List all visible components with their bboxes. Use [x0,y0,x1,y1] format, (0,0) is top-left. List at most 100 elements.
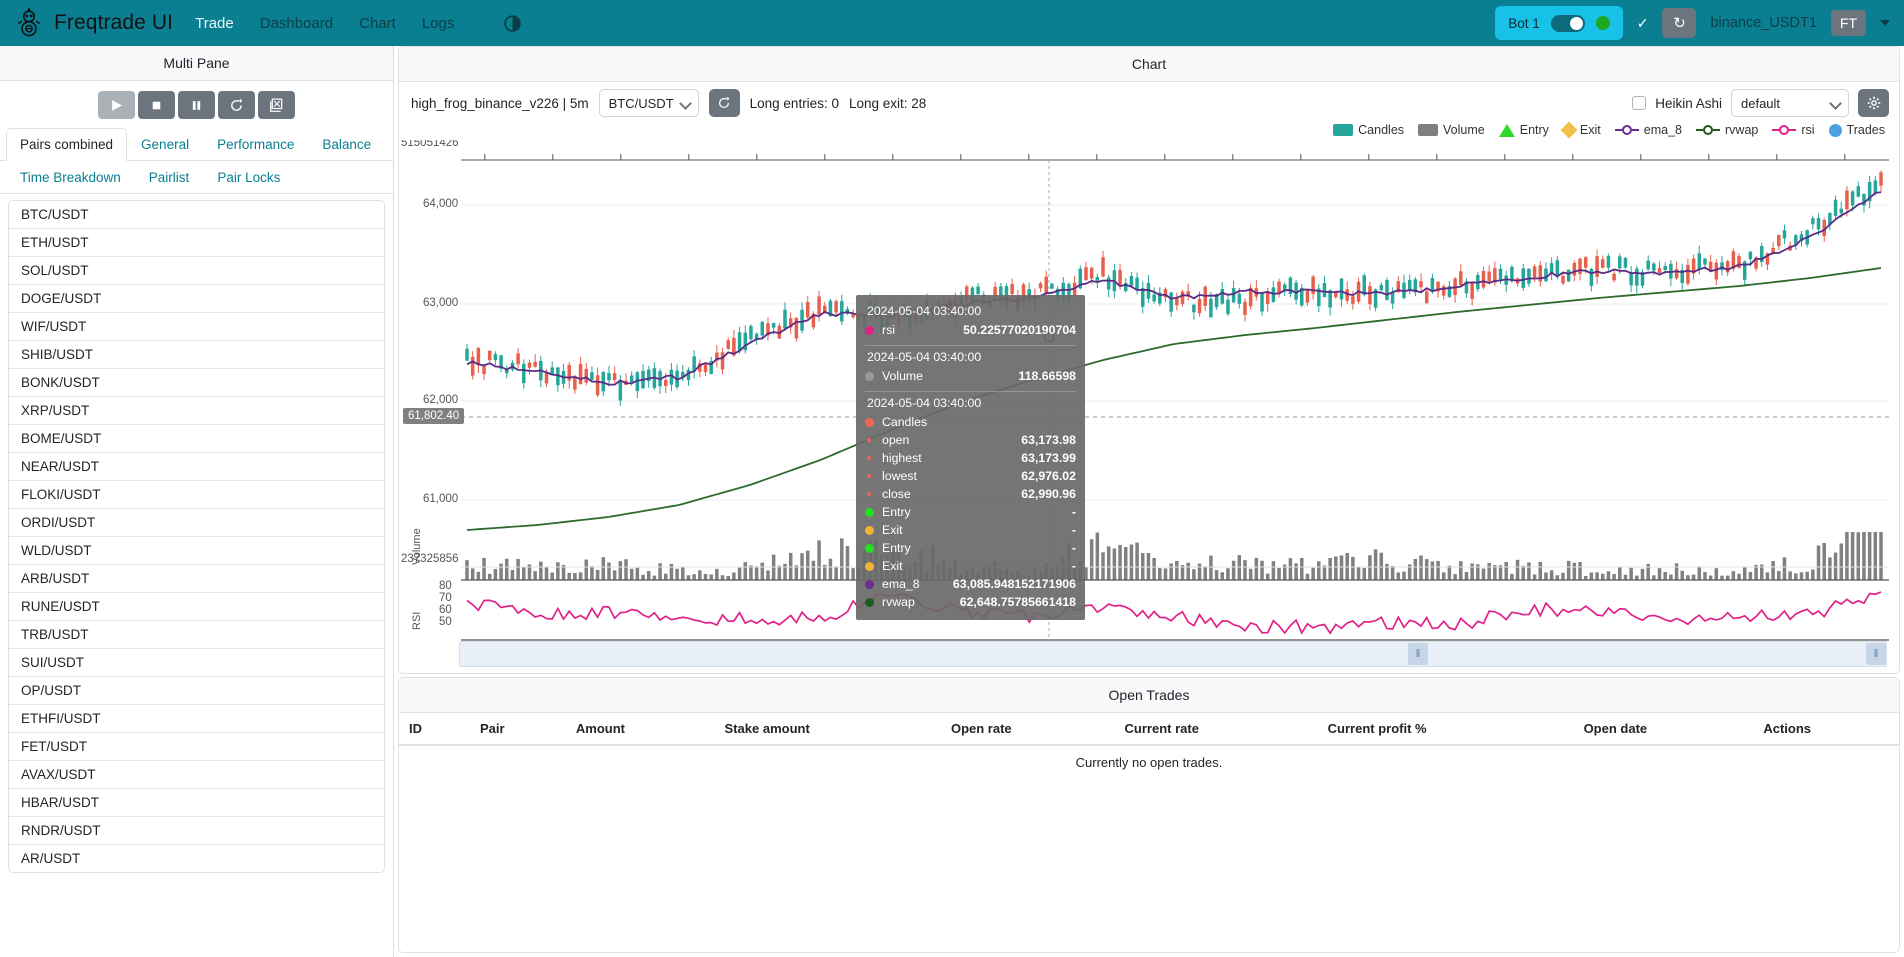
tab-pair-locks[interactable]: Pair Locks [217,170,281,185]
bot-label: Bot 1 [1508,15,1540,31]
tab-time-breakdown[interactable]: Time Breakdown [20,170,121,185]
top-navbar: Freqtrade UI Trade Dashboard Chart Logs … [0,0,1904,46]
list-item[interactable]: BONK/USDT [9,369,384,397]
legend-item-rvwap[interactable]: rvwap [1696,123,1758,137]
list-item[interactable]: AR/USDT [9,845,384,872]
column-header[interactable]: Current profit % [1317,713,1574,746]
series-color-icon [865,438,882,442]
series-color-icon [865,371,882,381]
rsi-tick-60: 60 [439,604,452,616]
pair-select[interactable]: BTC/USDT [598,89,699,117]
series-color-icon [865,543,882,553]
navbar-right: Bot 1 ✓ ↻ binance_USDT1 FT [1495,6,1890,40]
nav-link-chart[interactable]: Chart [359,14,396,32]
series-color-icon [865,507,882,517]
stop-icon[interactable] [138,91,175,119]
series-color-icon [865,325,882,335]
column-header[interactable]: Pair [469,713,566,746]
sidebar-tabs-row2: Time Breakdown Pairlist Pair Locks [0,161,393,194]
list-item[interactable]: ARB/USDT [9,565,384,593]
pause-icon[interactable] [178,91,215,119]
chevron-down-icon[interactable] [1880,20,1890,26]
reload-icon[interactable] [218,91,255,119]
list-item[interactable]: BTC/USDT [9,201,384,229]
list-item[interactable]: ETH/USDT [9,229,384,257]
bot-toggle[interactable] [1550,14,1585,32]
list-item[interactable]: DOGE/USDT [9,285,384,313]
plot-config-select[interactable]: default [1731,89,1849,117]
series-color-icon [865,597,882,607]
list-item[interactable]: RUNE/USDT [9,593,384,621]
robot-icon [14,8,44,38]
column-header[interactable]: Current rate [1114,713,1318,746]
tooltip-row: highest 63,173.99 [865,449,1076,467]
list-item[interactable]: XRP/USDT [9,397,384,425]
list-item[interactable]: HBAR/USDT [9,789,384,817]
list-item[interactable]: TRB/USDT [9,621,384,649]
list-item[interactable]: FLOKI/USDT [9,481,384,509]
chart-range-slider[interactable]: ‖ ‖ [459,641,1887,667]
heikin-ashi-checkbox[interactable] [1632,96,1647,110]
legend-item-exit[interactable]: Exit [1560,121,1601,139]
tab-general[interactable]: General [141,137,190,152]
bot-selector[interactable]: Bot 1 [1495,6,1623,40]
list-item[interactable]: WLD/USDT [9,537,384,565]
legend-item-ema_8[interactable]: ema_8 [1614,123,1682,137]
tooltip-row: ema_8 63,085.948152171906 [865,575,1076,593]
legend-item-entry[interactable]: Entry [1498,123,1549,137]
legend-item-rsi[interactable]: rsi [1772,123,1815,137]
reload-icon[interactable]: ↻ [1662,8,1697,38]
chart-refresh-button[interactable] [708,89,740,117]
list-item[interactable]: SHIB/USDT [9,341,384,369]
list-item[interactable]: OP/USDT [9,677,384,705]
list-item[interactable]: RNDR/USDT [9,817,384,845]
table-row: Currently no open trades. [399,745,1899,779]
contrast-icon[interactable] [504,14,522,32]
list-item[interactable]: FET/USDT [9,733,384,761]
tab-pairlist[interactable]: Pairlist [148,170,190,185]
tab-pairs-combined[interactable]: Pairs combined [6,128,128,161]
list-item[interactable]: AVAX/USDT [9,761,384,789]
list-item[interactable]: ORDI/USDT [9,509,384,537]
legend-item-trades[interactable]: Trades [1828,123,1885,137]
chart-plot-area[interactable]: 515051426 64,000 63,000 62,000 61,000 61… [399,140,1899,673]
column-header[interactable]: Amount [565,713,715,746]
range-slider-handle-left[interactable]: ‖ [1408,643,1428,665]
column-header[interactable]: Open date [1573,713,1754,746]
tab-balance[interactable]: Balance [322,137,372,152]
tooltip-timestamp: 2024-05-04 03:40:00 [867,304,982,318]
nav-link-trade[interactable]: Trade [195,14,234,32]
user-avatar[interactable]: FT [1830,10,1866,36]
column-header[interactable]: Stake amount [714,713,941,746]
list-item[interactable]: BOME/USDT [9,425,384,453]
range-slider-handle-right[interactable]: ‖ [1866,643,1886,665]
play-icon[interactable] [98,91,135,119]
tooltip-label: ema_8 [882,577,920,591]
column-header[interactable]: Actions [1753,713,1899,746]
volume-axis-value: 237325856 [401,553,459,565]
column-header[interactable]: ID [399,713,470,746]
legend-item-volume[interactable]: Volume [1418,123,1485,137]
empty-message: Currently no open trades. [1075,755,1223,770]
list-item[interactable]: NEAR/USDT [9,453,384,481]
nav-links: Trade Dashboard Chart Logs [195,14,522,32]
legend-label: Candles [1358,123,1405,137]
nav-link-dashboard[interactable]: Dashboard [259,14,334,32]
nav-link-logs[interactable]: Logs [421,14,455,32]
gear-icon[interactable] [1858,89,1889,117]
column-header[interactable]: Open rate [940,713,1115,746]
tab-performance[interactable]: Performance [217,137,295,152]
volume-axis-title: Volume [411,528,423,565]
list-item[interactable]: SOL/USDT [9,257,384,285]
list-item[interactable]: SUI/USDT [9,649,384,677]
force-exit-icon[interactable] [258,91,295,119]
plot-config-value: default [1741,95,1781,111]
tooltip-value: 63,173.98 [1021,433,1076,447]
open-trades-card: Open Trades ID Pair Amount Stake amount Open… [398,677,1900,953]
brand[interactable]: Freqtrade UI [14,8,173,38]
legend-item-candles[interactable]: Candles [1333,123,1404,137]
list-item[interactable]: ETHFI/USDT [9,705,384,733]
series-color-icon [865,492,882,496]
tooltip-label: close [882,487,911,501]
list-item[interactable]: WIF/USDT [9,313,384,341]
